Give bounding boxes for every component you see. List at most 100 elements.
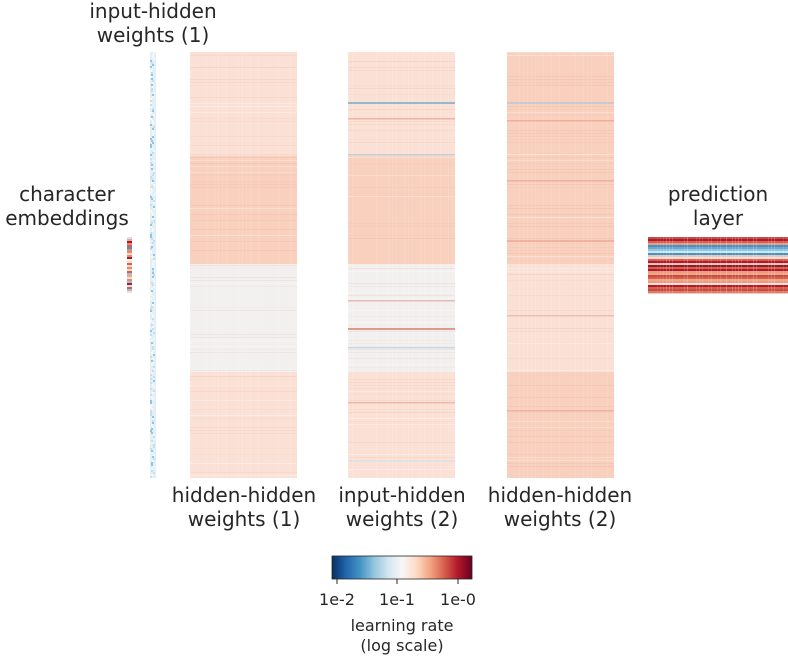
label-input-hidden-weights-2: input-hidden weights (2)	[338, 483, 465, 531]
heatmap-cell	[150, 336, 152, 338]
heatmap-row	[648, 277, 788, 280]
heatmap-cell	[152, 350, 154, 352]
heatmap-cell	[150, 476, 152, 478]
label-prediction-layer: prediction layer	[668, 182, 768, 230]
heatmap-cell	[127, 275, 132, 277]
heatmap-cell	[150, 154, 152, 156]
heatmap-column	[684, 237, 685, 293]
heatmap-column	[392, 52, 393, 478]
heatmap-row	[507, 85, 614, 86]
heatmap-cell	[150, 382, 152, 384]
heatmap-cell	[152, 136, 154, 138]
heatmap-row	[348, 94, 455, 95]
heatmap-cell	[152, 422, 154, 424]
heatmap-cell	[152, 314, 154, 316]
heatmap-column	[735, 237, 736, 293]
heatmap-cell	[153, 376, 155, 378]
heatmap-row	[348, 388, 455, 389]
heatmap-cell	[152, 80, 154, 82]
heatmap-row	[507, 130, 614, 131]
label-line: weights (1)	[187, 507, 301, 531]
heatmap-row	[507, 109, 614, 110]
heatmap-cell	[151, 306, 153, 308]
heatmap-prediction-layer	[648, 237, 788, 294]
heatmap-row	[348, 412, 455, 413]
heatmap-column	[206, 52, 207, 478]
heatmap-row	[507, 76, 614, 77]
heatmap-input-hidden-1	[150, 52, 156, 478]
heatmap-accent-row	[348, 102, 455, 104]
heatmap-cell	[127, 247, 132, 249]
heatmap-cell	[127, 277, 132, 279]
heatmap-row	[190, 337, 297, 338]
heatmap-row	[507, 457, 614, 458]
heatmap-cell	[152, 122, 154, 124]
heatmap-row	[507, 136, 614, 137]
colorbar-tick-label: 1e-2	[319, 590, 355, 609]
heatmap-cell	[151, 424, 153, 426]
heatmap-column	[250, 52, 251, 478]
heatmap-cell	[152, 230, 154, 232]
heatmap-row	[190, 145, 297, 146]
heatmap-cell	[151, 190, 153, 192]
heatmap-row	[348, 268, 455, 269]
heatmap-row	[348, 364, 455, 365]
heatmap-row	[190, 280, 297, 281]
heatmap-column	[396, 52, 397, 478]
heatmap-cell	[150, 356, 152, 358]
heatmap-cell	[152, 110, 154, 112]
heatmap-cell	[150, 124, 152, 126]
heatmap-row	[348, 454, 455, 455]
heatmap-row	[348, 124, 455, 125]
heatmap-column	[258, 52, 259, 478]
heatmap-cell	[152, 418, 154, 420]
heatmap-cell	[151, 90, 153, 92]
heatmap-cell	[150, 138, 152, 140]
heatmap-cell	[150, 298, 152, 300]
heatmap-column	[663, 237, 664, 293]
heatmap-cell	[152, 284, 154, 286]
heatmap-row	[348, 271, 455, 272]
heatmap-row	[507, 436, 614, 437]
heatmap-column	[768, 237, 769, 293]
heatmap-row	[190, 415, 297, 416]
heatmap-cell	[153, 280, 155, 282]
label-line: input-hidden	[338, 483, 466, 507]
heatmap-cell	[150, 402, 152, 404]
heatmap-column	[702, 237, 703, 293]
heatmap-row	[348, 163, 455, 164]
heatmap-cell	[153, 368, 155, 370]
heatmap-cell	[152, 120, 154, 122]
heatmap-cell	[152, 56, 154, 58]
heatmap-row	[507, 139, 614, 140]
heatmap-row	[190, 352, 297, 353]
heatmap-cell	[152, 272, 154, 274]
heatmap-cell	[153, 220, 155, 222]
heatmap-row	[648, 287, 788, 290]
heatmap-row	[648, 273, 788, 276]
heatmap-cell	[151, 450, 153, 452]
heatmap-cell	[152, 152, 154, 154]
label-line: layer	[692, 206, 744, 230]
heatmap-column	[432, 52, 433, 478]
heatmap-cell	[152, 216, 154, 218]
heatmap-cell	[153, 184, 155, 186]
heatmap-cell	[127, 237, 132, 239]
heatmap-row	[507, 250, 614, 251]
heatmap-row	[190, 286, 297, 287]
heatmap-cell	[127, 287, 132, 289]
heatmap-cell	[152, 302, 154, 304]
heatmap-cell	[127, 245, 132, 247]
heatmap-cell	[152, 142, 154, 144]
heatmap-cell	[150, 414, 152, 416]
heatmap-row	[190, 136, 297, 137]
heatmap-row	[190, 379, 297, 380]
heatmap-cell	[151, 342, 153, 344]
label-line: hidden-hidden	[171, 483, 317, 507]
heatmap-cell	[151, 352, 153, 354]
heatmap-cell	[153, 438, 155, 440]
heatmap-row	[190, 235, 297, 236]
heatmap-row	[190, 229, 297, 230]
heatmap-row	[190, 55, 297, 56]
